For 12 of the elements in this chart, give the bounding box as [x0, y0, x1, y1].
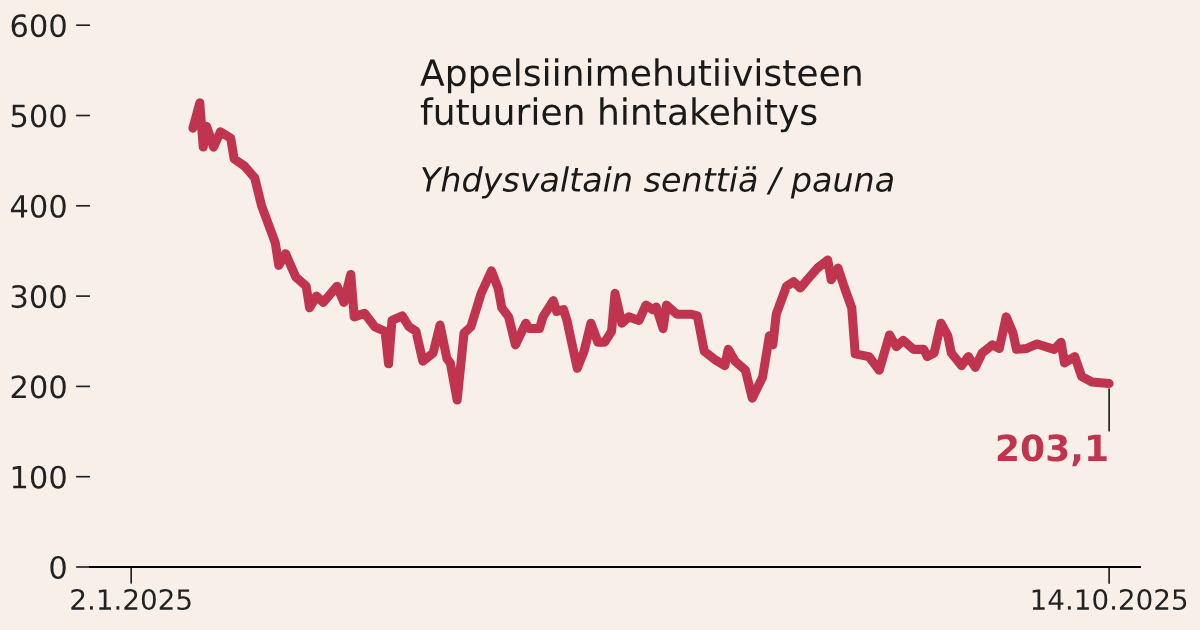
- y-tick-label: 0: [50, 555, 66, 580]
- x-tick-label: 2.1.2025: [71, 589, 191, 611]
- x-tick-label: 14.10.2025: [1032, 589, 1187, 611]
- y-tick-label: 100: [12, 465, 66, 489]
- text: Appelsiinimehutiivisteen futuurien hintakehitys: [420, 58, 861, 133]
- y-tick-label: 500: [11, 104, 66, 128]
- text: Yhdysvaltain senttiä / pauna: [422, 166, 893, 199]
- y-tick-label: 400: [10, 194, 66, 218]
- y-tick-label: 300: [11, 285, 66, 309]
- annotation: 203,1: [997, 434, 1107, 467]
- y-tick-label: 600: [11, 14, 66, 38]
- y-tick-label: 200: [11, 375, 66, 399]
